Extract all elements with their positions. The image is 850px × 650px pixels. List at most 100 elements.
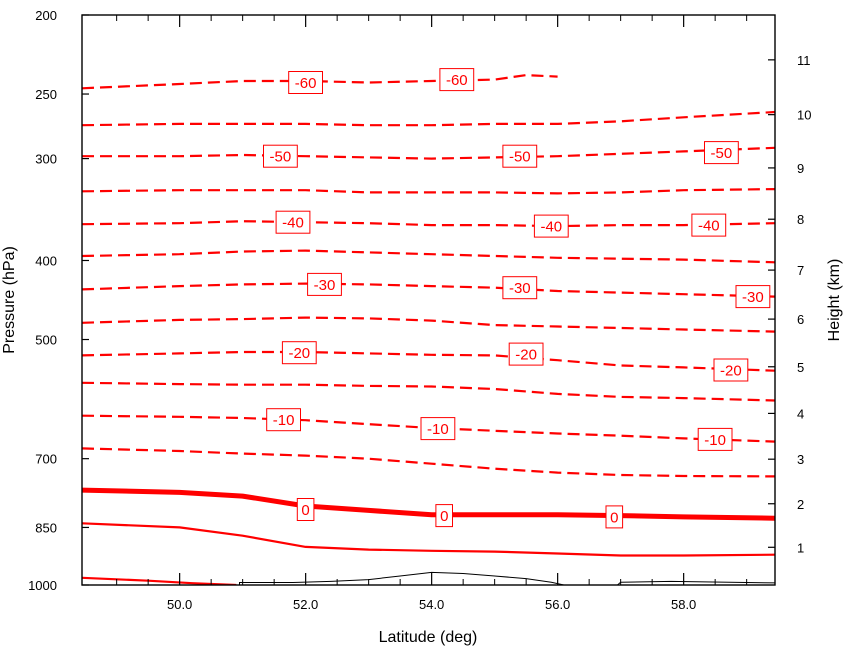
y-tick-label-height: 7	[797, 263, 804, 278]
contour-label-text: -60	[446, 72, 468, 89]
contour-label-box	[275, 210, 311, 234]
contour-line-minus-15	[82, 381, 775, 402]
contour-label-text: -20	[288, 345, 310, 362]
contour-label: -60	[288, 71, 324, 94]
contour-label: -60	[439, 68, 475, 92]
y-tick-label-pressure: 700	[35, 452, 57, 467]
x-tick-label: 50.0	[167, 597, 192, 612]
contour-label-box	[281, 341, 317, 365]
contour-label: -20	[508, 342, 544, 366]
y-tick-label-height: 4	[797, 406, 804, 421]
contour-label: -30	[735, 285, 771, 309]
contour-label-box	[266, 408, 302, 432]
contour-label: 0	[296, 498, 315, 521]
contour-label-text: -30	[314, 277, 336, 294]
contour-label: -20	[713, 358, 749, 382]
contour-label-text: 0	[610, 509, 618, 526]
y-tick-label-height: 3	[797, 452, 804, 467]
contour-label-box	[713, 358, 749, 382]
contour-label-box	[508, 342, 544, 366]
contour-line-minus-45	[82, 188, 775, 195]
y-tick-label-height: 6	[797, 312, 804, 327]
contour-label: 0	[435, 504, 453, 528]
contour-label-text: -40	[698, 218, 720, 235]
contour-label-box	[697, 427, 733, 451]
contour-line-minus-20	[82, 350, 775, 372]
y-tick-label-height: 8	[797, 212, 804, 227]
contour-label-text: -20	[515, 347, 537, 364]
contour-label-text: -10	[427, 421, 449, 438]
contour-label-box	[704, 141, 739, 165]
terrain-line	[617, 580, 775, 585]
y-tick-label-pressure: 250	[35, 87, 57, 102]
y-tick-label-pressure: 200	[35, 8, 57, 23]
contour-label-box	[439, 68, 475, 92]
contour-label-box	[296, 498, 315, 521]
contour-line-minus-50	[82, 146, 775, 160]
contour-label-text: -40	[540, 219, 562, 236]
contour-label-text: -30	[742, 289, 764, 306]
y-tick-label-height: 9	[797, 161, 804, 176]
contour-label: -40	[691, 213, 727, 237]
contour-labels: -60 -60 -50 -50 -50 -40 -40 -40 -30 -30 -30 -20 -20 -…	[263, 68, 771, 529]
contour-line-5	[82, 522, 775, 557]
contour-label-text: -50	[711, 145, 733, 162]
contour-label-box	[435, 504, 453, 528]
contour-label-box	[307, 272, 342, 296]
contour-label-text: -10	[273, 412, 295, 429]
y-tick-label-pressure: 400	[35, 253, 57, 268]
contour-label: -50	[704, 141, 739, 165]
contour-label-box	[533, 214, 569, 238]
y-tick-label-pressure: 850	[35, 520, 57, 535]
contour-line-minus-5	[82, 447, 775, 478]
x-tick-label: 54.0	[419, 597, 444, 612]
contour-line-10	[82, 576, 237, 585]
contour-line-minus-60	[82, 74, 558, 90]
contour-label: -20	[281, 341, 317, 365]
contour-label-box	[420, 417, 456, 441]
contour-label-text: -40	[282, 215, 304, 232]
y-tick-label-height: 10	[797, 108, 811, 123]
y-tick-label-pressure: 1000	[28, 578, 57, 593]
contour-label-text: 0	[440, 508, 448, 525]
contour-label-box	[502, 276, 538, 300]
contour-label-text: -10	[704, 432, 726, 449]
contour-label-text: -50	[270, 149, 292, 166]
y-axis-title-right: Height (km)	[826, 259, 843, 342]
y-tick-label-height: 11	[797, 53, 811, 68]
y-tick-label-height: 2	[797, 497, 804, 512]
axes: 50.0 52.0 54.0 56.0 58.020025030040050070085…	[28, 8, 811, 612]
contour-line-0	[82, 487, 775, 521]
contour-label-text: -30	[509, 280, 531, 297]
contour-label-box	[288, 71, 324, 94]
x-tick-label: 56.0	[545, 597, 570, 612]
contour-label: 0	[605, 505, 624, 529]
y-tick-label-pressure: 300	[35, 152, 57, 167]
y-tick-label-height: 5	[797, 360, 804, 375]
x-tick-label: 52.0	[293, 597, 318, 612]
contour-label-text: -50	[509, 149, 531, 166]
contour-label: -50	[263, 144, 298, 168]
contour-label-box	[263, 144, 298, 168]
contour-label-box	[605, 505, 624, 529]
plot-frame	[81, 14, 776, 586]
contour-label-box	[691, 213, 727, 237]
contour-label: -30	[307, 272, 342, 296]
contour-label-box	[502, 144, 538, 168]
contour-line-minus-40	[82, 220, 775, 228]
y-tick-label-height: 1	[797, 540, 804, 555]
contour-label: -40	[275, 210, 311, 234]
contour-label: -10	[266, 408, 302, 432]
y-axis-title-left: Pressure (hPa)	[1, 246, 18, 354]
y-tick-label-pressure: 500	[35, 333, 57, 348]
contour-label: -10	[420, 417, 456, 441]
contour-line-minus-25	[82, 316, 775, 333]
contour-line-minus-55	[82, 110, 775, 127]
contour-label-box	[735, 285, 771, 309]
contour-label: -10	[697, 427, 733, 451]
terrain-line	[239, 571, 565, 585]
contour-label: -40	[533, 214, 569, 238]
x-tick-label: 58.0	[671, 597, 696, 612]
